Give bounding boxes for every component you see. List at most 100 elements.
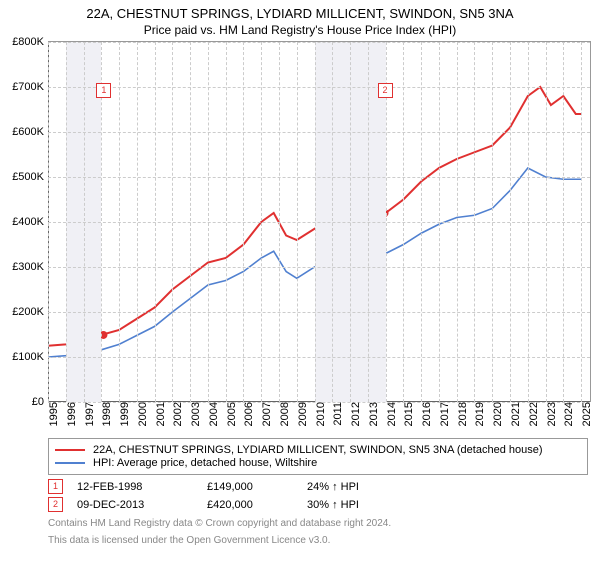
xtick-label: 2025 bbox=[577, 402, 593, 426]
legend: 22A, CHESTNUT SPRINGS, LYDIARD MILLICENT… bbox=[48, 438, 588, 475]
sale-row-marker: 2 bbox=[48, 497, 63, 512]
gridline-v bbox=[474, 42, 475, 402]
gridline-h bbox=[48, 312, 590, 313]
sale-price: £149,000 bbox=[207, 481, 307, 493]
xtick-label: 2014 bbox=[382, 402, 398, 426]
gridline-v bbox=[457, 42, 458, 402]
xtick-label: 2010 bbox=[311, 402, 327, 426]
xtick-label: 2001 bbox=[151, 402, 167, 426]
xtick-label: 2015 bbox=[399, 402, 415, 426]
xtick-label: 2003 bbox=[186, 402, 202, 426]
ytick-label: £300K bbox=[12, 261, 48, 273]
sale-date: 09-DEC-2013 bbox=[77, 499, 207, 511]
sale-marker-box: 2 bbox=[378, 83, 393, 98]
gridline-v bbox=[243, 42, 244, 402]
xtick-label: 2024 bbox=[559, 402, 575, 426]
gridline-h bbox=[48, 267, 590, 268]
footnote-line-1: Contains HM Land Registry data © Crown c… bbox=[48, 518, 588, 529]
xtick-label: 1995 bbox=[44, 402, 60, 426]
gridline-v bbox=[315, 42, 316, 402]
gridline-h bbox=[48, 87, 590, 88]
sale-hpi: 24% ↑ HPI bbox=[307, 481, 427, 493]
xtick-label: 2004 bbox=[204, 402, 220, 426]
xtick-label: 2019 bbox=[470, 402, 486, 426]
xtick-label: 1997 bbox=[80, 402, 96, 426]
sale-row: 2 09-DEC-2013£420,00030% ↑ HPI bbox=[48, 497, 588, 512]
gridline-h bbox=[48, 42, 590, 43]
footnote-line-2: This data is licensed under the Open Gov… bbox=[48, 535, 588, 546]
gridline-v bbox=[492, 42, 493, 402]
gridline-v bbox=[510, 42, 511, 402]
gridline-h bbox=[48, 132, 590, 133]
xtick-label: 2011 bbox=[328, 402, 344, 426]
gridline-v bbox=[350, 42, 351, 402]
gridline-h bbox=[48, 222, 590, 223]
xtick-label: 2018 bbox=[453, 402, 469, 426]
xtick-label: 2023 bbox=[542, 402, 558, 426]
legend-label: 22A, CHESTNUT SPRINGS, LYDIARD MILLICENT… bbox=[93, 444, 543, 456]
ytick-label: £400K bbox=[12, 216, 48, 228]
xtick-label: 2017 bbox=[435, 402, 451, 426]
gridline-v bbox=[84, 42, 85, 402]
sale-row-marker: 1 bbox=[48, 479, 63, 494]
xtick-label: 2021 bbox=[506, 402, 522, 426]
sale-hpi: 30% ↑ HPI bbox=[307, 499, 427, 511]
gridline-v bbox=[190, 42, 191, 402]
gridline-v bbox=[226, 42, 227, 402]
gridline-v bbox=[119, 42, 120, 402]
ytick-label: £500K bbox=[12, 171, 48, 183]
xtick-label: 2002 bbox=[168, 402, 184, 426]
gridline-h bbox=[48, 357, 590, 358]
ytick-label: £600K bbox=[12, 126, 48, 138]
gridline-v bbox=[581, 42, 582, 402]
xtick-label: 2012 bbox=[346, 402, 362, 426]
gridline-h bbox=[48, 177, 590, 178]
chart-container: 22A, CHESTNUT SPRINGS, LYDIARD MILLICENT… bbox=[0, 6, 600, 566]
gridline-v bbox=[172, 42, 173, 402]
gridline-v bbox=[66, 42, 67, 402]
chart-title: 22A, CHESTNUT SPRINGS, LYDIARD MILLICENT… bbox=[0, 6, 600, 21]
chart-subtitle: Price paid vs. HM Land Registry's House … bbox=[0, 23, 600, 37]
chart-plot-area: £0£100K£200K£300K£400K£500K£600K£700K£80… bbox=[48, 41, 591, 402]
gridline-v bbox=[261, 42, 262, 402]
gridline-v bbox=[439, 42, 440, 402]
ytick-label: £800K bbox=[12, 36, 48, 48]
gridline-v bbox=[332, 42, 333, 402]
xtick-label: 2006 bbox=[239, 402, 255, 426]
gridline-v bbox=[403, 42, 404, 402]
legend-swatch bbox=[55, 462, 85, 464]
xtick-label: 2000 bbox=[133, 402, 149, 426]
xtick-label: 1999 bbox=[115, 402, 131, 426]
gridline-v bbox=[297, 42, 298, 402]
legend-label: HPI: Average price, detached house, Wilt… bbox=[93, 457, 317, 469]
gridline-v bbox=[137, 42, 138, 402]
gridline-v bbox=[528, 42, 529, 402]
legend-row: 22A, CHESTNUT SPRINGS, LYDIARD MILLICENT… bbox=[55, 444, 581, 456]
gridline-v bbox=[368, 42, 369, 402]
xtick-label: 2022 bbox=[524, 402, 540, 426]
xtick-label: 2013 bbox=[364, 402, 380, 426]
xtick-label: 2020 bbox=[488, 402, 504, 426]
xtick-label: 2016 bbox=[417, 402, 433, 426]
gridline-v bbox=[48, 42, 49, 402]
gridline-v bbox=[155, 42, 156, 402]
sale-date: 12-FEB-1998 bbox=[77, 481, 207, 493]
sale-marker-box: 1 bbox=[96, 83, 111, 98]
gridline-v bbox=[563, 42, 564, 402]
gridline-v bbox=[546, 42, 547, 402]
xtick-label: 1996 bbox=[62, 402, 78, 426]
sale-price: £420,000 bbox=[207, 499, 307, 511]
legend-swatch bbox=[55, 449, 85, 451]
sale-row: 1 12-FEB-1998£149,00024% ↑ HPI bbox=[48, 479, 588, 494]
legend-row: HPI: Average price, detached house, Wilt… bbox=[55, 457, 581, 469]
xtick-label: 1998 bbox=[97, 402, 113, 426]
gridline-v bbox=[208, 42, 209, 402]
xtick-label: 2008 bbox=[275, 402, 291, 426]
ytick-label: £700K bbox=[12, 81, 48, 93]
gridline-v bbox=[279, 42, 280, 402]
ytick-label: £200K bbox=[12, 306, 48, 318]
xtick-label: 2007 bbox=[257, 402, 273, 426]
xtick-label: 2009 bbox=[293, 402, 309, 426]
ytick-label: £100K bbox=[12, 351, 48, 363]
sales-table: 1 12-FEB-1998£149,00024% ↑ HPI 2 09-DEC-201… bbox=[48, 479, 588, 512]
